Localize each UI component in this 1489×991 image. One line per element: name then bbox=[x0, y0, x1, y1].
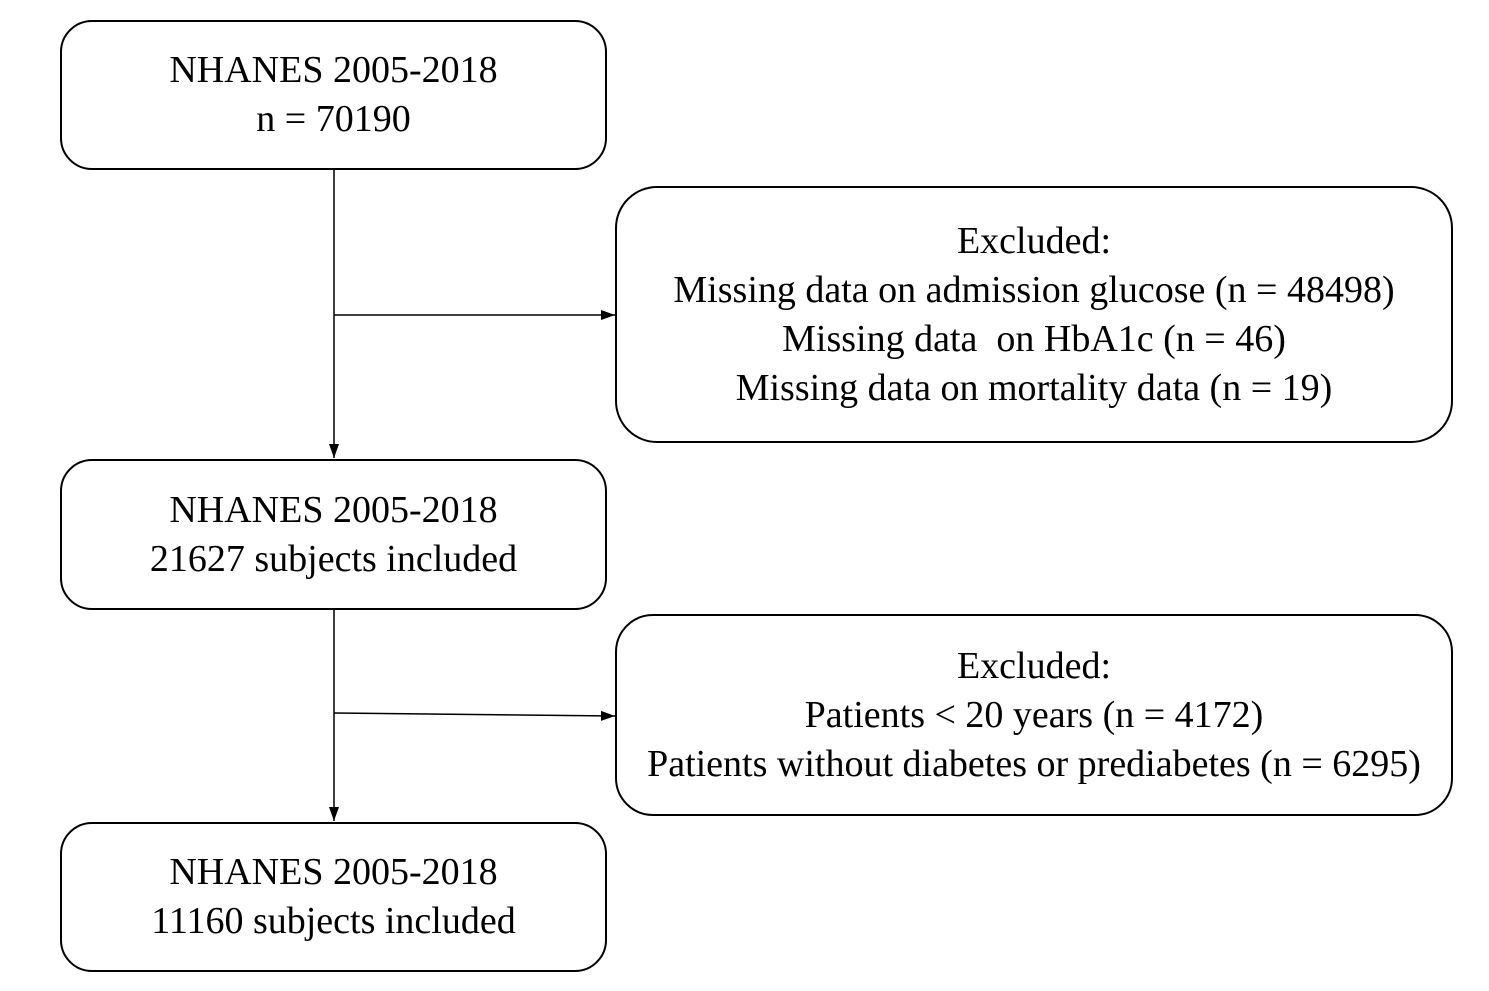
exclusion-2-item: Patients without diabetes or prediabetes… bbox=[647, 742, 1421, 785]
arrow-to-exclusion-2 bbox=[333, 710, 616, 721]
exclusion-1-item: Missing data on HbA1c (n = 46) bbox=[782, 317, 1286, 360]
exclusion-1-item: Missing data on admission glucose (n = 4… bbox=[673, 268, 1395, 311]
exclusion-2-heading: Excluded: bbox=[956, 644, 1112, 687]
middle-box-title: NHANES 2005-2018 bbox=[169, 488, 498, 531]
exclusion-2-item: Patients < 20 years (n = 4172) bbox=[804, 693, 1264, 736]
middle-box-count: 21627 subjects included bbox=[149, 537, 518, 580]
exclusion-box-1: Excluded: Missing data on admission gluc… bbox=[615, 186, 1453, 443]
exclusion-1-heading: Excluded: bbox=[956, 219, 1112, 262]
exclusion-1-item: Missing data on mortality data (n = 19) bbox=[735, 366, 1333, 409]
start-box-count: n = 70190 bbox=[256, 98, 411, 140]
exclusion-box-2: Excluded: Patients < 20 years (n = 4172)… bbox=[615, 614, 1453, 816]
start-box-title: NHANES 2005-2018 bbox=[169, 49, 498, 91]
final-box: NHANES 2005-2018 11160 subjects included bbox=[60, 822, 607, 972]
final-box-title: NHANES 2005-2018 bbox=[169, 851, 498, 893]
start-box: NHANES 2005-2018 n = 70190 bbox=[60, 20, 607, 170]
final-box-count: 11160 subjects included bbox=[151, 900, 516, 942]
middle-box: NHANES 2005-2018 21627 subjects included bbox=[60, 459, 607, 610]
